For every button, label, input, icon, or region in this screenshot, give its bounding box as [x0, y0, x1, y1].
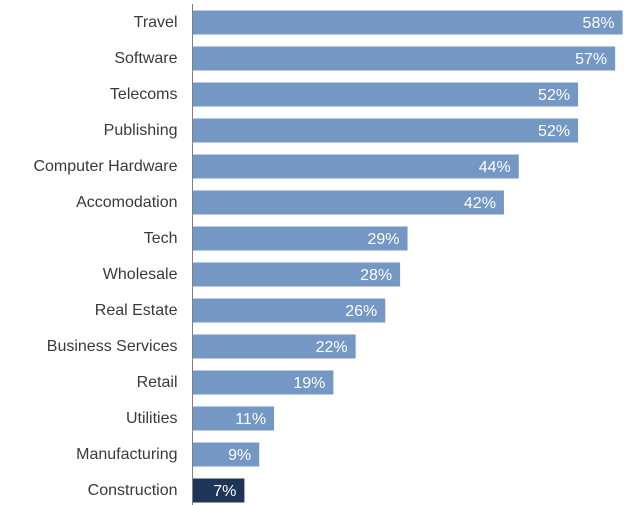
category-label: Travel: [134, 14, 178, 31]
category-label: Telecoms: [110, 86, 178, 103]
category-label: Real Estate: [95, 302, 178, 319]
value-label: 11%: [235, 411, 266, 428]
value-label: 9%: [228, 447, 251, 464]
bar-tech: [192, 226, 408, 251]
category-label: Accomodation: [76, 194, 177, 211]
bar-construction: [192, 478, 245, 503]
category-label: Tech: [144, 230, 178, 247]
category-label: Software: [114, 50, 177, 67]
bar-software: [192, 46, 616, 71]
value-label: 57%: [575, 51, 607, 68]
bar-manufacturing: [192, 442, 260, 467]
category-label: Construction: [88, 482, 178, 499]
category-label: Manufacturing: [76, 446, 177, 463]
bar-utilities: [192, 406, 275, 431]
bar-retail: [192, 370, 334, 395]
value-label: 22%: [316, 339, 348, 356]
bar-travel: [192, 10, 623, 35]
value-label: 52%: [538, 87, 570, 104]
bar-real-estate: [192, 298, 386, 323]
category-label: Publishing: [104, 122, 178, 139]
value-label: 58%: [583, 15, 615, 32]
bar-telecoms: [192, 82, 579, 107]
category-label: Wholesale: [103, 266, 178, 283]
value-label: 7%: [213, 483, 236, 500]
bar-publishing: [192, 118, 579, 143]
bar-wholesale: [192, 262, 401, 287]
category-label: Retail: [137, 374, 178, 391]
value-label: 19%: [293, 375, 325, 392]
bar-computer-hardware: [192, 154, 519, 179]
value-labels: 58% 57% 52% 52% 44% 42% 29% 28% 26% 22% 19% 11% 9% 7%: [213, 15, 614, 500]
category-label: Computer Hardware: [33, 158, 177, 175]
bar-business-services: [192, 334, 356, 359]
value-label: 28%: [360, 267, 392, 284]
value-label: 29%: [368, 231, 400, 248]
bars-layer: [192, 10, 623, 503]
category-labels: Travel Software Telecoms Publishing Computer…: [33, 14, 177, 499]
category-label: Utilities: [126, 410, 178, 427]
value-label: 44%: [479, 159, 511, 176]
category-label: Business Services: [47, 338, 178, 355]
value-label: 26%: [345, 303, 377, 320]
bar-accomodation: [192, 190, 504, 215]
value-label: 42%: [464, 195, 496, 212]
value-label: 52%: [538, 123, 570, 140]
